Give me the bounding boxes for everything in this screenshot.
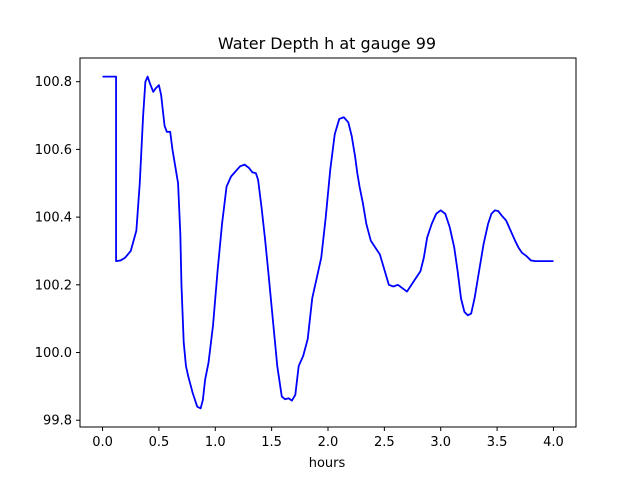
y-tick-label: 100.8 xyxy=(35,75,72,90)
y-tick-label: 100.2 xyxy=(35,278,72,293)
x-tick-label: 2.0 xyxy=(318,435,339,450)
chart-title: Water Depth h at gauge 99 xyxy=(218,34,436,53)
x-tick-label: 3.5 xyxy=(487,435,508,450)
x-axis-label: hours xyxy=(309,456,346,471)
x-tick-label: 3.0 xyxy=(430,435,451,450)
x-tick-label: 1.5 xyxy=(261,435,282,450)
y-tick-label: 99.8 xyxy=(43,414,72,429)
y-tick-label: 100.0 xyxy=(35,346,72,361)
x-tick-label: 2.5 xyxy=(374,435,395,450)
x-tick-label: 4.0 xyxy=(543,435,564,450)
y-axis-ticks: 99.8 100.0 100.2 100.4 100.6 100.8 xyxy=(35,75,80,429)
series-line-0 xyxy=(102,75,554,410)
y-tick-label: 100.4 xyxy=(35,211,72,226)
x-tick-label: 0.5 xyxy=(149,435,170,450)
x-tick-label: 0.0 xyxy=(92,435,113,450)
x-axis-ticks: 0.0 0.5 1.0 1.5 2.0 2.5 3.0 3.5 4.0 xyxy=(92,427,564,450)
y-tick-label: 100.6 xyxy=(35,143,72,158)
x-tick-label: 1.0 xyxy=(205,435,226,450)
